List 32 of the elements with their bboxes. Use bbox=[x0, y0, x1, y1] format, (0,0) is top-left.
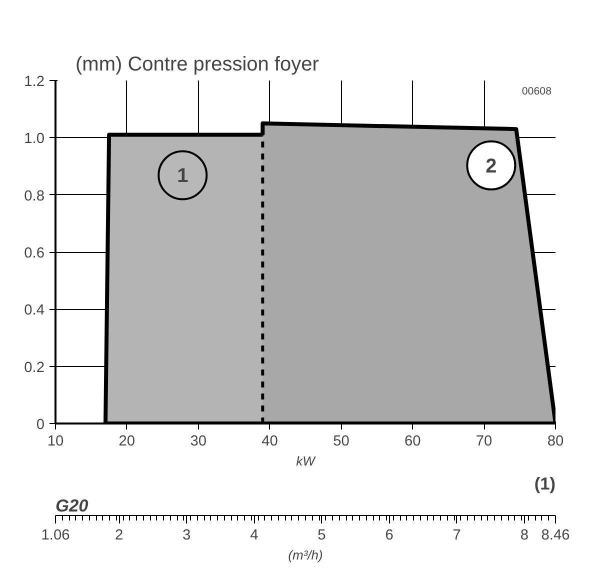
x2-tick-label: 8.46 bbox=[541, 528, 570, 544]
x-tick-label: 10 bbox=[47, 434, 64, 450]
x2-tick-label: 2 bbox=[114, 528, 124, 544]
x2-tick-label: 3 bbox=[182, 528, 191, 544]
x2-tick-label: 6 bbox=[385, 528, 394, 544]
y-tick-label: 0.2 bbox=[24, 360, 44, 376]
x-tick-label: 70 bbox=[476, 434, 492, 450]
y-tick-label: 0.8 bbox=[24, 188, 44, 204]
annotation: 00608 bbox=[522, 86, 552, 98]
x-tick-label: 60 bbox=[404, 434, 421, 450]
x2-tick-label: 5 bbox=[318, 528, 326, 544]
y-tick-label: 0.6 bbox=[24, 246, 44, 262]
y-tick-label: 0 bbox=[36, 417, 45, 433]
y-tick-label: 1.2 bbox=[24, 74, 44, 90]
x-tick-label: 50 bbox=[333, 434, 350, 450]
text: (1) bbox=[534, 474, 556, 494]
x2-tick-label: 1.06 bbox=[41, 528, 70, 544]
series-label: 1 bbox=[177, 165, 188, 188]
x-axis-title: kW bbox=[296, 454, 317, 468]
x-tick-label: 30 bbox=[190, 434, 207, 450]
x-tick-label: 40 bbox=[262, 434, 278, 450]
x2-tick-label: 7 bbox=[452, 528, 461, 544]
text: G20 bbox=[56, 496, 89, 516]
chart-title: (mm) Contre pression foyer bbox=[76, 54, 320, 76]
x-tick-label: 20 bbox=[118, 434, 136, 450]
x2-tick-label: 8 bbox=[520, 528, 528, 544]
series-label: 2 bbox=[486, 155, 497, 178]
x-tick-label: 80 bbox=[547, 434, 564, 450]
x2-axis-title: (m³/h) bbox=[288, 548, 323, 562]
x2-tick-label: 4 bbox=[250, 528, 258, 544]
y-tick-label: 0.4 bbox=[24, 302, 44, 319]
y-tick-label: 1.0 bbox=[24, 131, 44, 148]
